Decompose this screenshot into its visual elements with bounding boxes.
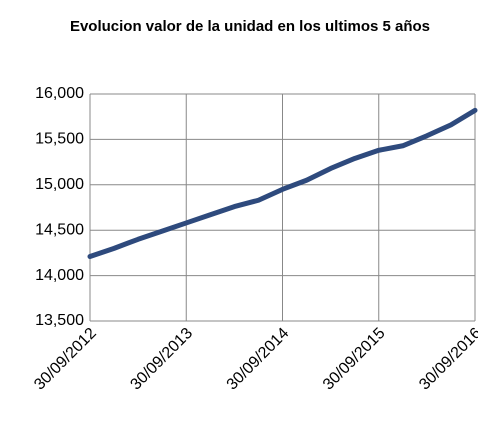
series-line xyxy=(87,107,478,260)
x-tick-label: 30/09/2016 xyxy=(416,325,478,394)
x-tick-label: 30/09/2013 xyxy=(127,325,196,394)
chart-title: Evolucion valor de la unidad en los ulti… xyxy=(69,18,431,35)
y-tick-label: 15,500 xyxy=(35,131,84,148)
x-tick-label: 30/09/2015 xyxy=(320,325,389,394)
y-tick-label: 16,000 xyxy=(35,85,84,102)
y-tick-label: 15,000 xyxy=(35,176,84,193)
y-tick-label: 14,000 xyxy=(35,267,84,284)
y-tick-label: 14,500 xyxy=(35,221,84,238)
x-tick-label: 30/09/2014 xyxy=(224,325,293,394)
x-tick-label: 30/09/2012 xyxy=(31,325,100,394)
y-tick-label: 13,500 xyxy=(35,312,84,329)
